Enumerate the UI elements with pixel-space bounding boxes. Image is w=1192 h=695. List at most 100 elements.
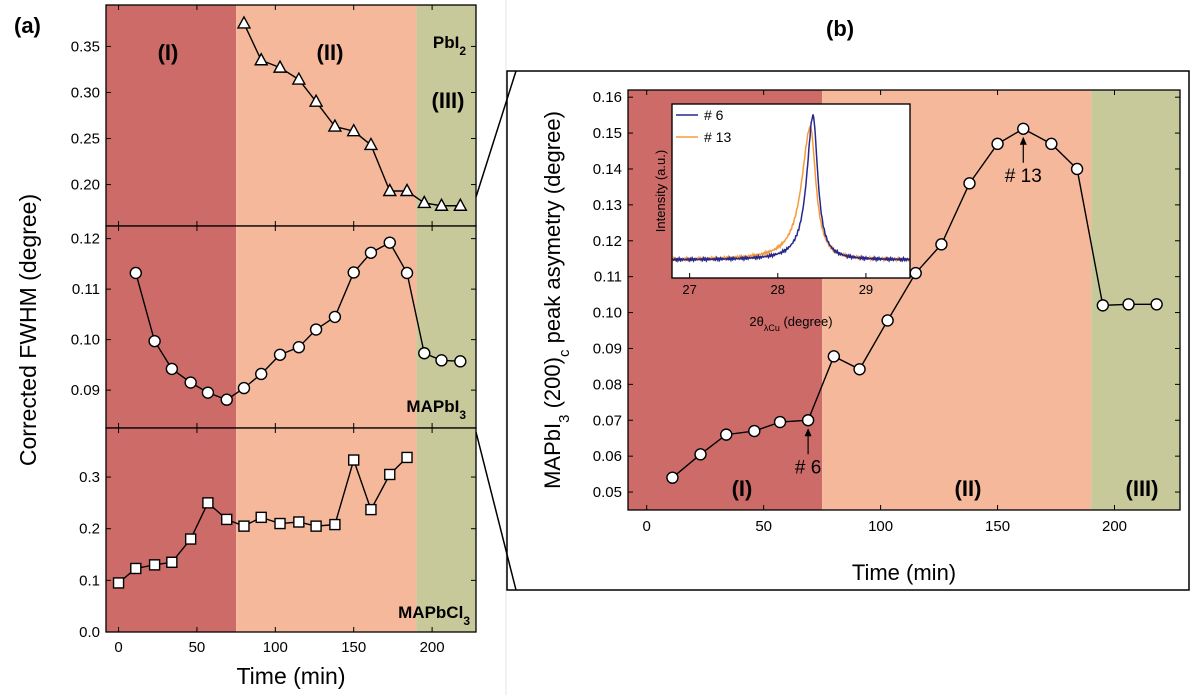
y-tick-label: 0.12 [593, 233, 622, 250]
data-point-asymmetry [935, 238, 948, 251]
panel-b-frame [506, 70, 1190, 591]
compound-name: PbI [433, 33, 459, 52]
panel-b-label: (b) [826, 16, 854, 41]
compound-subscript: 3 [459, 408, 466, 422]
inset-legend-label: # 6 [704, 107, 724, 123]
data-point-pbi2 [254, 52, 269, 66]
data-point-mapbi3 [273, 348, 287, 361]
x-tick-label: 0 [643, 518, 651, 535]
data-point-mapbcl3 [112, 577, 125, 589]
y-tick-label: 0.13 [593, 197, 622, 214]
annotation-arrowhead [804, 428, 812, 437]
compound-label-pbi2: PbI2 [433, 33, 466, 58]
x-tick-label: 150 [985, 518, 1010, 535]
data-point-mapbi3 [309, 323, 323, 336]
y-tick-label: 0.16 [593, 89, 622, 106]
inset-x-title-part: λCu [764, 323, 780, 333]
inset-x-tick-label: 28 [771, 282, 785, 297]
data-point-mapbcl3 [184, 533, 197, 545]
data-point-mapbi3 [201, 386, 215, 399]
subplot-mapbcl3: 0.0 0.1 0.2 0.3 MAPbCl3 [79, 427, 477, 641]
inset-chart: 27 28 29 2θλCu (degree) Intensity (a.u.) # 6 #… [653, 103, 911, 333]
inset-frame-bg [671, 103, 911, 279]
region-1-bg [106, 5, 237, 226]
data-point-asymmetry [1070, 162, 1084, 176]
data-point-pbi2 [272, 59, 288, 73]
data-point-asymmetry [773, 415, 787, 429]
data-point-mapbi3 [148, 334, 161, 348]
inset-x-tick-label: 29 [859, 282, 873, 297]
data-point-mapbcl3 [310, 520, 322, 532]
data-point-asymmetry [720, 428, 733, 441]
x-tick-label: 200 [1102, 518, 1127, 535]
y-tick-label: 0.10 [71, 332, 100, 349]
data-point-mapbi3 [220, 393, 233, 406]
compound-label-mapbcl3: MAPbCl3 [398, 603, 470, 628]
y-axis-title-part: 3 [556, 415, 573, 423]
y-tick-label: 0.09 [593, 340, 622, 357]
y-tick-label: 0.3 [79, 469, 100, 486]
data-point-pbi2 [363, 137, 379, 151]
compound-label-mapbi3: MAPbI3 [406, 397, 466, 422]
y-tick-label: 0.2 [79, 521, 100, 538]
inset-legend-label: # 13 [704, 129, 731, 145]
zoom-connector-bottom [475, 431, 517, 591]
subplot-pbi2: 0.20 0.25 0.30 0.35 PbI2 [71, 4, 477, 227]
y-tick-label: 0.1 [79, 572, 100, 589]
data-point-mapbcl3 [365, 503, 377, 516]
panel-a: 0.20 0.25 0.30 0.35 PbI2 0.09 0.10 0.11 0.1 2 MAPb… [15, 4, 477, 689]
data-point-mapbi3 [347, 266, 360, 279]
data-point-pbi2 [308, 93, 324, 107]
data-point-pbi2 [327, 118, 343, 132]
data-point-pbi2 [434, 197, 449, 211]
x-axis-title-b: Time (min) [852, 560, 956, 585]
data-point-pbi2 [417, 195, 432, 209]
region-label-a-3: (III) [432, 88, 465, 113]
data-point-asymmetry [666, 471, 679, 484]
data-point-pbi2 [382, 183, 397, 197]
data-point-pbi2 [346, 123, 361, 137]
inset-x-title-part: 2θ [749, 314, 763, 329]
x-tick-label: 150 [341, 639, 366, 656]
data-point-asymmetry [1096, 299, 1110, 312]
data-point-mapbcl3 [202, 497, 214, 509]
x-axis-title-a: Time (min) [236, 663, 345, 689]
data-point-asymmetry [748, 424, 761, 438]
y-tick-label: 0.08 [593, 376, 622, 393]
x-tick-label: 100 [263, 639, 288, 656]
data-point-mapbcl3 [255, 511, 267, 524]
data-point-pbi2 [453, 197, 468, 211]
x-tick-label: 100 [868, 518, 893, 535]
y-tick-label: 0.15 [593, 125, 622, 142]
data-point-mapbcl3 [238, 520, 250, 532]
y-axis-title-a: Corrected FWHM (degree) [15, 194, 41, 466]
data-point-mapbcl3 [384, 468, 396, 481]
annotation-arrowhead [1019, 136, 1027, 145]
y-tick-label: 0.10 [593, 305, 622, 322]
region-3-bg [416, 226, 476, 428]
annotation-label: # 13 [1005, 166, 1042, 187]
data-point-mapbcl3 [221, 513, 233, 526]
x-tick-label: 50 [755, 518, 772, 535]
inset-y-axis-title: Intensity (a.u.) [653, 150, 668, 232]
y-tick-label: 0.09 [71, 382, 100, 399]
y-tick-label: 0.11 [72, 281, 100, 298]
data-point-mapbi3 [418, 347, 431, 360]
data-point-mapbi3 [255, 367, 268, 381]
y-tick-label: 0.20 [71, 177, 100, 194]
compound-subscript: 2 [459, 44, 466, 58]
y-tick-label: 0.35 [71, 38, 100, 55]
compound-name: MAPbI [406, 397, 459, 416]
y-tick-label: 0.30 [71, 84, 100, 101]
zoom-connector-top [475, 70, 517, 198]
region-1-bg [106, 428, 237, 632]
y-tick-label: 0.11 [594, 269, 622, 286]
data-point-asymmetry [1045, 137, 1058, 151]
panel-b: 0.05 0.06 0.07 0.08 0.09 0.10 0.11 0.12 0.13 0.14… [540, 89, 1181, 585]
y-tick-label: 0.25 [71, 131, 100, 148]
data-point-mapbcl3 [130, 562, 142, 575]
data-point-mapbcl3 [166, 556, 178, 568]
data-point-pbi2 [399, 183, 415, 197]
data-point-asymmetry [881, 314, 894, 327]
